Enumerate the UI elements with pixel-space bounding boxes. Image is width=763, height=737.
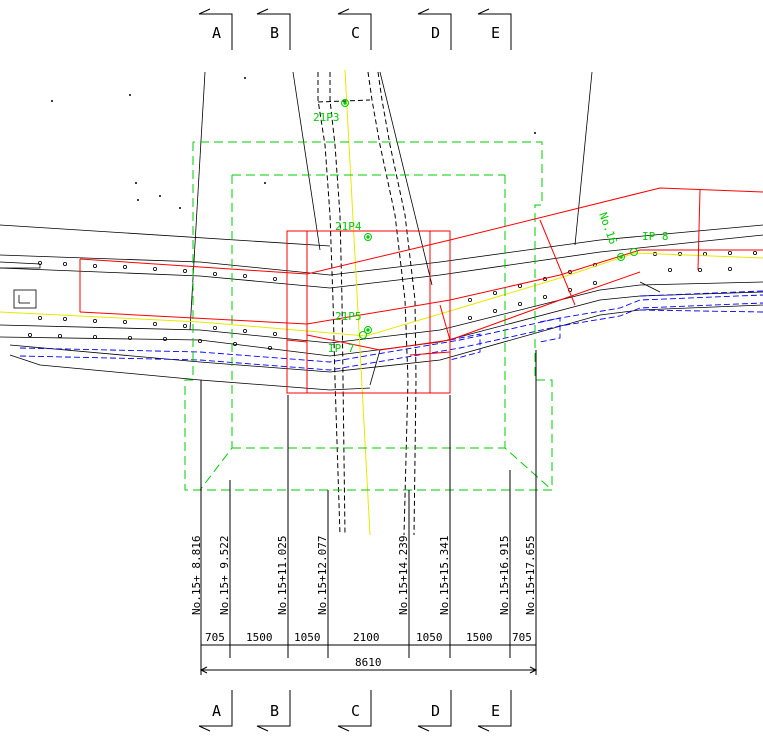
station-label: No.15+ 8.816: [190, 536, 203, 615]
dimension-label: 1500: [246, 631, 273, 644]
dimension-label: 705: [512, 631, 532, 644]
section-marker-b-bottom: [256, 690, 291, 732]
ip-marker-21p5: [364, 326, 372, 334]
ip-marker-ip7: [359, 331, 367, 339]
section-marker-b-top: [256, 8, 291, 50]
station-leaders: [200, 350, 537, 658]
road-edge-dots: [27, 250, 758, 350]
total-dimension-label: 8610: [355, 656, 382, 669]
section-marker-d-top: [417, 8, 452, 50]
section-labels-bottom: A B C D E: [212, 702, 500, 720]
section-label-e-bottom: E: [491, 702, 500, 720]
station-label: No.15+11.025: [276, 536, 289, 615]
section-markers-bottom: [198, 690, 512, 732]
section-label-a-bottom: A: [212, 702, 221, 720]
section-label-d-bottom: D: [431, 702, 440, 720]
section-marker-a-top: [198, 8, 233, 50]
utility-box-icon: [13, 289, 37, 309]
ip-marker-21p4: [364, 233, 372, 241]
section-marker-c-top: [337, 8, 372, 50]
ip-label-ip8: IP 8: [642, 230, 669, 243]
section-markers-top: [198, 8, 512, 50]
centerline: [0, 69, 763, 536]
ip-marker-ip8: [630, 248, 638, 256]
station-labels: No.15+ 8.816 No.15+ 9.522 No.15+11.025 N…: [190, 536, 537, 615]
dimension-label: 1050: [294, 631, 321, 644]
section-marker-e-bottom: [477, 690, 512, 732]
station-label: No.15+17.655: [524, 536, 537, 615]
utility-line-blue: [19, 290, 763, 371]
station-label: No.15+12.077: [316, 536, 329, 615]
section-label-d-top: D: [431, 24, 440, 42]
section-label-b-bottom: B: [270, 702, 279, 720]
ip-markers: [341, 99, 638, 339]
section-label-e-top: E: [491, 24, 500, 42]
section-label-a-top: A: [212, 24, 221, 42]
station-label: No.15+16.915: [498, 536, 511, 615]
dimension-label: 1500: [466, 631, 493, 644]
survey-points: [51, 77, 536, 209]
ip-marker-21p3: [341, 99, 349, 107]
section-marker-a-bottom: [198, 690, 233, 732]
section-marker-c-bottom: [337, 690, 372, 732]
structure-red: [79, 187, 763, 394]
dimension-labels: 705 1500 1050 2100 1050 1500 705 8610: [205, 631, 532, 669]
section-label-b-top: B: [270, 24, 279, 42]
ip-label-ip7: IP 7: [328, 342, 355, 355]
station-label: No.15+15.341: [438, 536, 451, 615]
ip-label-21p3: 21P3: [313, 111, 340, 124]
ip-labels: 21P3 21P4 21P5 IP 7 IP 8 No.16: [313, 111, 669, 355]
section-label-c-top: C: [351, 24, 360, 42]
dimension-label: 1050: [416, 631, 443, 644]
ip-label-no16: No.16: [596, 211, 620, 247]
dimension-chain: [199, 644, 538, 675]
culvert-outline: [317, 71, 417, 536]
station-label: No.15+ 9.522: [218, 536, 231, 615]
ip-label-21p4: 21P4: [335, 220, 362, 233]
station-label: No.15+14.239: [397, 536, 410, 615]
section-label-c-bottom: C: [351, 702, 360, 720]
dimension-label: 705: [205, 631, 225, 644]
dimension-label: 2100: [353, 631, 380, 644]
section-labels-top: A B C D E: [212, 24, 500, 42]
section-marker-d-bottom: [417, 690, 452, 732]
section-marker-e-top: [477, 8, 512, 50]
ip-label-21p5: 21P5: [335, 310, 362, 323]
ip-marker-no16: [617, 253, 625, 261]
